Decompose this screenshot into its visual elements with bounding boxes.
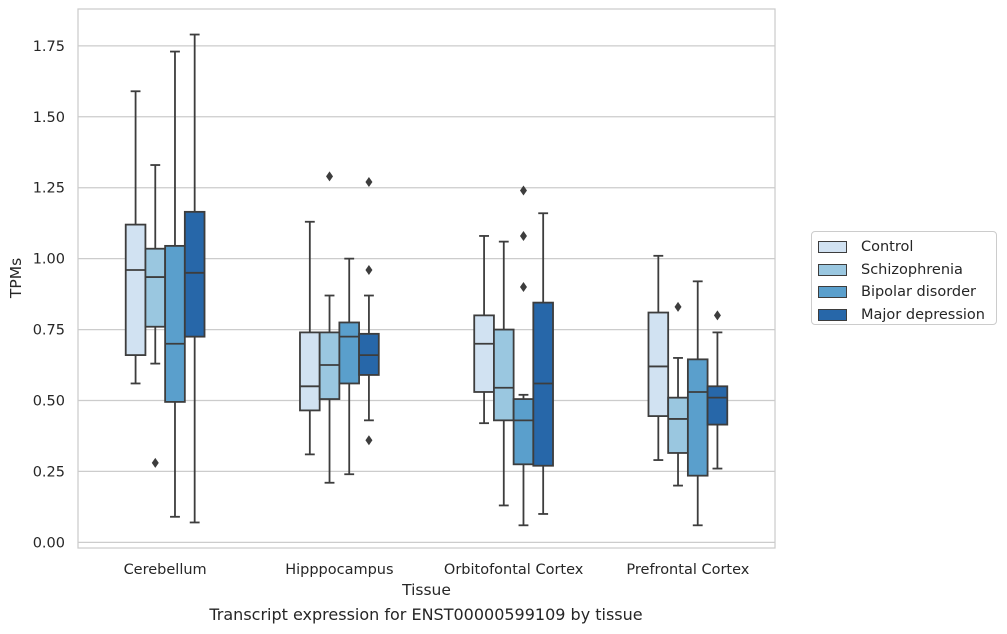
box-group — [164, 50, 186, 518]
box — [493, 328, 515, 422]
legend-swatch — [818, 286, 847, 299]
y-tick-label: 1.75 — [33, 39, 65, 55]
legend-item-control: Control — [818, 236, 996, 259]
y-tick-label: 0.75 — [33, 323, 65, 339]
y-tick-labels: 0.00 0.25 0.50 0.75 1.00 1.25 1.50 1.75 — [33, 39, 65, 551]
box — [299, 331, 321, 412]
legend-swatch — [818, 263, 847, 276]
legend-label: Bipolar disorder — [861, 284, 976, 301]
legend-swatch — [818, 241, 847, 254]
outlier-point — [326, 171, 334, 182]
x-axis-label: Tissue — [401, 581, 451, 599]
box-group — [318, 171, 341, 484]
chart-title: Transcript expression for ENST0000059910… — [209, 605, 643, 624]
box — [338, 321, 360, 385]
x-tick-label: Cerebellum — [124, 562, 207, 578]
outlier-point — [713, 310, 721, 321]
y-tick-label: 0.50 — [33, 393, 65, 409]
legend-label: Control — [861, 239, 914, 256]
outlier-point — [365, 435, 373, 446]
box-group — [183, 33, 206, 524]
box — [686, 358, 709, 477]
box — [164, 244, 186, 403]
box-group — [532, 212, 554, 515]
plot-area-frame — [77, 8, 776, 549]
box-group — [338, 257, 360, 476]
x-tick-label: Orbitofontal Cortex — [444, 562, 584, 578]
box — [647, 311, 670, 417]
legend-item-schizophrenia: Schizophrenia — [818, 259, 996, 282]
y-tick-label: 1.50 — [33, 110, 65, 126]
outlier-point — [519, 282, 527, 293]
legend-label: Major depression — [861, 307, 985, 324]
box — [124, 223, 147, 356]
x-tick-labels: Cerebellum Hipppocampus Orbitofontal Corte… — [124, 562, 750, 578]
box-group — [512, 185, 535, 527]
box-group — [706, 310, 729, 470]
x-tick-label: Prefrontal Cortex — [626, 562, 749, 578]
box-group — [124, 90, 147, 385]
legend-item-bipolar-disorder: Bipolar disorder — [818, 281, 996, 304]
box — [473, 314, 495, 393]
legend-swatch — [818, 309, 847, 322]
y-tick-label: 1.25 — [33, 181, 65, 197]
outlier-point — [674, 301, 682, 312]
legend: Control Schizophrenia Bipolar disorder M… — [811, 231, 997, 325]
outlier-point — [365, 264, 373, 275]
box — [667, 396, 689, 454]
y-tick-label: 1.00 — [33, 252, 65, 268]
box — [144, 247, 167, 328]
box-group — [647, 254, 670, 461]
outlier-point — [519, 185, 527, 196]
x-tick-label: Hipppocampus — [285, 562, 393, 578]
box-group — [493, 240, 515, 507]
box — [183, 210, 206, 338]
boxes — [124, 33, 729, 527]
box-group — [686, 280, 709, 527]
box — [512, 398, 535, 466]
box-group — [144, 164, 167, 468]
box-group — [299, 220, 321, 456]
y-tick-label: 0.00 — [33, 535, 65, 551]
box — [706, 385, 729, 426]
box-group — [358, 177, 380, 446]
legend-item-major-depression: Major depression — [818, 304, 996, 327]
y-axis-label: TPMs — [7, 258, 25, 299]
outlier-point — [519, 230, 527, 241]
y-tick-label: 0.25 — [33, 464, 65, 480]
legend-label: Schizophrenia — [861, 261, 963, 278]
outlier-point — [151, 457, 159, 468]
box-group — [473, 235, 495, 425]
outlier-point — [365, 177, 373, 188]
